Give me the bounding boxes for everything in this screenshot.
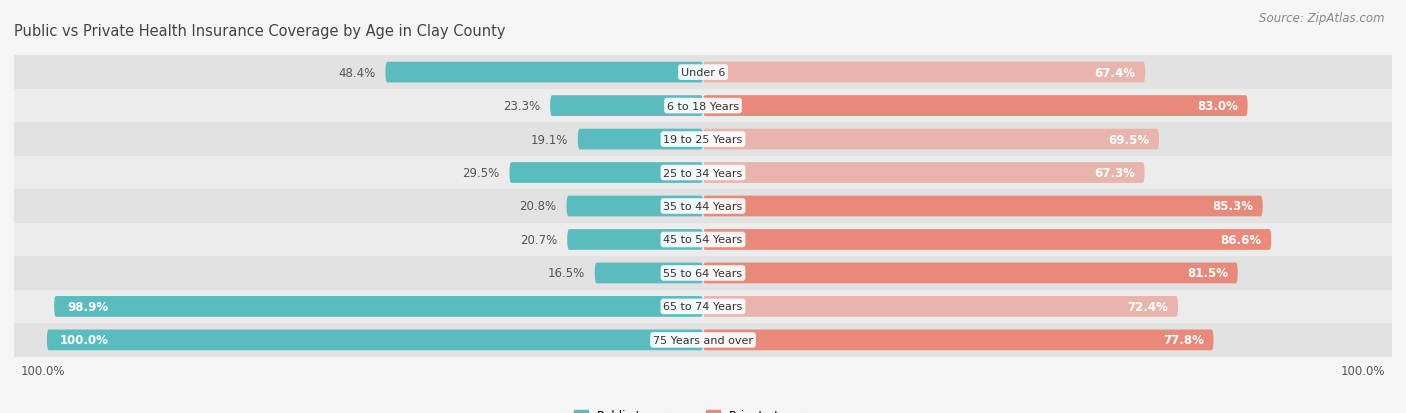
Text: 23.3%: 23.3% [503, 100, 540, 113]
Text: 55 to 64 Years: 55 to 64 Years [664, 268, 742, 278]
Legend: Public Insurance, Private Insurance: Public Insurance, Private Insurance [569, 404, 837, 413]
Bar [14, 223, 1392, 256]
Text: 81.5%: 81.5% [1187, 267, 1227, 280]
Text: 45 to 54 Years: 45 to 54 Years [664, 235, 742, 245]
FancyBboxPatch shape [703, 296, 1178, 317]
Text: 65 to 74 Years: 65 to 74 Years [664, 301, 742, 312]
FancyBboxPatch shape [703, 163, 1144, 183]
Text: 25 to 34 Years: 25 to 34 Years [664, 168, 742, 178]
Text: 6 to 18 Years: 6 to 18 Years [666, 101, 740, 112]
Text: Source: ZipAtlas.com: Source: ZipAtlas.com [1260, 12, 1385, 25]
Text: 100.0%: 100.0% [60, 334, 108, 347]
Text: Public vs Private Health Insurance Coverage by Age in Clay County: Public vs Private Health Insurance Cover… [14, 24, 506, 39]
Text: Under 6: Under 6 [681, 68, 725, 78]
Bar [14, 290, 1392, 323]
Text: 86.6%: 86.6% [1220, 233, 1261, 247]
Text: 16.5%: 16.5% [548, 267, 585, 280]
FancyBboxPatch shape [703, 96, 1247, 117]
FancyBboxPatch shape [385, 63, 703, 83]
FancyBboxPatch shape [578, 129, 703, 150]
Text: 72.4%: 72.4% [1128, 300, 1168, 313]
FancyBboxPatch shape [550, 96, 703, 117]
Text: 100.0%: 100.0% [1341, 364, 1385, 377]
Text: 29.5%: 29.5% [463, 166, 499, 180]
FancyBboxPatch shape [703, 263, 1237, 284]
Bar [14, 56, 1392, 90]
Text: 69.5%: 69.5% [1108, 133, 1149, 146]
FancyBboxPatch shape [53, 296, 703, 317]
FancyBboxPatch shape [703, 63, 1146, 83]
Bar [14, 157, 1392, 190]
FancyBboxPatch shape [509, 163, 703, 183]
Bar [14, 190, 1392, 223]
Text: 20.8%: 20.8% [520, 200, 557, 213]
Text: 67.4%: 67.4% [1094, 66, 1136, 79]
Bar [14, 123, 1392, 157]
Text: 19.1%: 19.1% [530, 133, 568, 146]
Text: 100.0%: 100.0% [21, 364, 65, 377]
FancyBboxPatch shape [703, 129, 1159, 150]
FancyBboxPatch shape [46, 330, 703, 350]
FancyBboxPatch shape [703, 196, 1263, 217]
Text: 98.9%: 98.9% [67, 300, 108, 313]
Text: 77.8%: 77.8% [1163, 334, 1204, 347]
FancyBboxPatch shape [595, 263, 703, 284]
Text: 75 Years and over: 75 Years and over [652, 335, 754, 345]
Bar [14, 323, 1392, 357]
Text: 83.0%: 83.0% [1197, 100, 1237, 113]
Text: 19 to 25 Years: 19 to 25 Years [664, 135, 742, 145]
Text: 35 to 44 Years: 35 to 44 Years [664, 202, 742, 211]
Text: 67.3%: 67.3% [1094, 166, 1135, 180]
FancyBboxPatch shape [703, 330, 1213, 350]
Bar [14, 256, 1392, 290]
Text: 48.4%: 48.4% [339, 66, 375, 79]
FancyBboxPatch shape [703, 230, 1271, 250]
Bar [14, 90, 1392, 123]
FancyBboxPatch shape [567, 196, 703, 217]
Text: 85.3%: 85.3% [1212, 200, 1253, 213]
FancyBboxPatch shape [567, 230, 703, 250]
Text: 20.7%: 20.7% [520, 233, 557, 247]
